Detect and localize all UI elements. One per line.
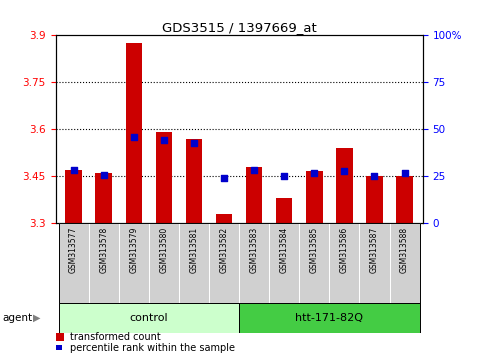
Point bbox=[370, 173, 378, 179]
Bar bbox=[58, 223, 89, 303]
Bar bbox=[239, 223, 269, 303]
Point bbox=[220, 175, 228, 181]
Text: GSM313586: GSM313586 bbox=[340, 227, 349, 273]
Bar bbox=[185, 138, 202, 223]
Text: GSM313581: GSM313581 bbox=[189, 227, 199, 273]
Bar bbox=[336, 148, 353, 223]
Text: GSM313577: GSM313577 bbox=[69, 227, 78, 273]
Bar bbox=[179, 223, 209, 303]
Text: GSM313580: GSM313580 bbox=[159, 227, 169, 273]
Text: agent: agent bbox=[2, 313, 32, 323]
Text: GSM313578: GSM313578 bbox=[99, 227, 108, 273]
Bar bbox=[89, 223, 119, 303]
Bar bbox=[329, 223, 359, 303]
Bar bbox=[276, 198, 293, 223]
Point bbox=[311, 170, 318, 176]
Bar bbox=[209, 223, 239, 303]
Text: GSM313585: GSM313585 bbox=[310, 227, 319, 273]
Point bbox=[250, 167, 258, 173]
Bar bbox=[126, 43, 142, 223]
Text: GSM313583: GSM313583 bbox=[250, 227, 258, 273]
Text: transformed count: transformed count bbox=[70, 332, 161, 342]
Text: htt-171-82Q: htt-171-82Q bbox=[295, 313, 363, 323]
Point bbox=[280, 173, 288, 179]
Point bbox=[190, 141, 198, 146]
Bar bbox=[96, 173, 112, 223]
Text: GSM313588: GSM313588 bbox=[400, 227, 409, 273]
Bar bbox=[306, 171, 323, 223]
Point bbox=[160, 137, 168, 143]
Text: control: control bbox=[129, 313, 168, 323]
Text: percentile rank within the sample: percentile rank within the sample bbox=[70, 343, 235, 353]
Bar bbox=[246, 167, 262, 223]
Title: GDS3515 / 1397669_at: GDS3515 / 1397669_at bbox=[162, 21, 316, 34]
Bar bbox=[156, 132, 172, 223]
Text: GSM313587: GSM313587 bbox=[370, 227, 379, 273]
Bar bbox=[56, 345, 62, 350]
Bar bbox=[389, 223, 420, 303]
Point bbox=[341, 169, 348, 174]
Bar bbox=[269, 223, 299, 303]
Bar bbox=[65, 170, 82, 223]
Text: GSM313579: GSM313579 bbox=[129, 227, 138, 273]
Bar bbox=[396, 176, 413, 223]
Text: ▶: ▶ bbox=[33, 313, 41, 323]
Text: GSM313582: GSM313582 bbox=[220, 227, 228, 273]
Point bbox=[130, 134, 138, 140]
Point bbox=[401, 170, 409, 176]
Bar bbox=[239, 303, 420, 333]
Bar bbox=[149, 223, 179, 303]
Point bbox=[70, 167, 77, 173]
Bar bbox=[58, 303, 239, 333]
Text: GSM313584: GSM313584 bbox=[280, 227, 289, 273]
Bar bbox=[56, 333, 64, 341]
Bar bbox=[216, 213, 232, 223]
Bar bbox=[299, 223, 329, 303]
Bar bbox=[359, 223, 389, 303]
Bar bbox=[119, 223, 149, 303]
Bar bbox=[366, 176, 383, 223]
Point bbox=[100, 172, 108, 177]
